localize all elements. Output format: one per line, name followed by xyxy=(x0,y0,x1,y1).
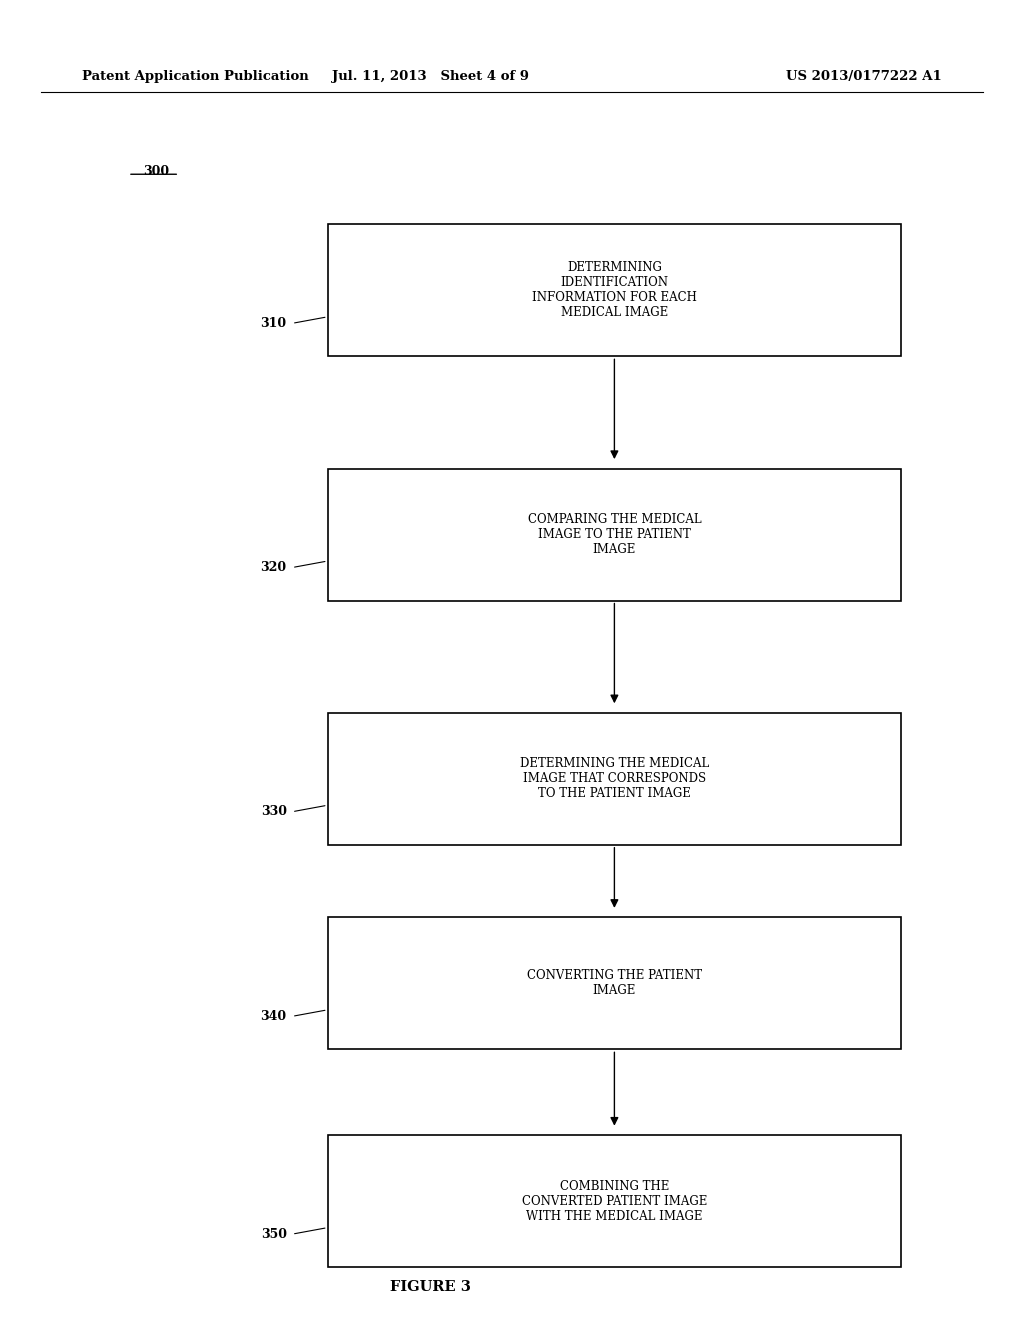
FancyBboxPatch shape xyxy=(328,224,901,356)
Text: US 2013/0177222 A1: US 2013/0177222 A1 xyxy=(786,70,942,83)
Text: 310: 310 xyxy=(260,317,287,330)
Text: 320: 320 xyxy=(260,561,287,574)
Text: Patent Application Publication: Patent Application Publication xyxy=(82,70,308,83)
Text: 330: 330 xyxy=(261,805,287,818)
FancyBboxPatch shape xyxy=(328,469,901,601)
Text: DETERMINING THE MEDICAL
IMAGE THAT CORRESPONDS
TO THE PATIENT IMAGE: DETERMINING THE MEDICAL IMAGE THAT CORRE… xyxy=(520,758,709,800)
Text: 300: 300 xyxy=(143,165,170,178)
Text: Jul. 11, 2013   Sheet 4 of 9: Jul. 11, 2013 Sheet 4 of 9 xyxy=(332,70,528,83)
Text: FIGURE 3: FIGURE 3 xyxy=(390,1280,470,1294)
FancyBboxPatch shape xyxy=(328,917,901,1049)
Text: DETERMINING
IDENTIFICATION
INFORMATION FOR EACH
MEDICAL IMAGE: DETERMINING IDENTIFICATION INFORMATION F… xyxy=(531,261,697,319)
Text: 340: 340 xyxy=(260,1010,287,1023)
FancyBboxPatch shape xyxy=(328,1135,901,1267)
Text: 350: 350 xyxy=(261,1228,287,1241)
Text: COMBINING THE
CONVERTED PATIENT IMAGE
WITH THE MEDICAL IMAGE: COMBINING THE CONVERTED PATIENT IMAGE WI… xyxy=(521,1180,708,1222)
Text: COMPARING THE MEDICAL
IMAGE TO THE PATIENT
IMAGE: COMPARING THE MEDICAL IMAGE TO THE PATIE… xyxy=(527,513,701,556)
FancyBboxPatch shape xyxy=(328,713,901,845)
Text: CONVERTING THE PATIENT
IMAGE: CONVERTING THE PATIENT IMAGE xyxy=(526,969,702,998)
